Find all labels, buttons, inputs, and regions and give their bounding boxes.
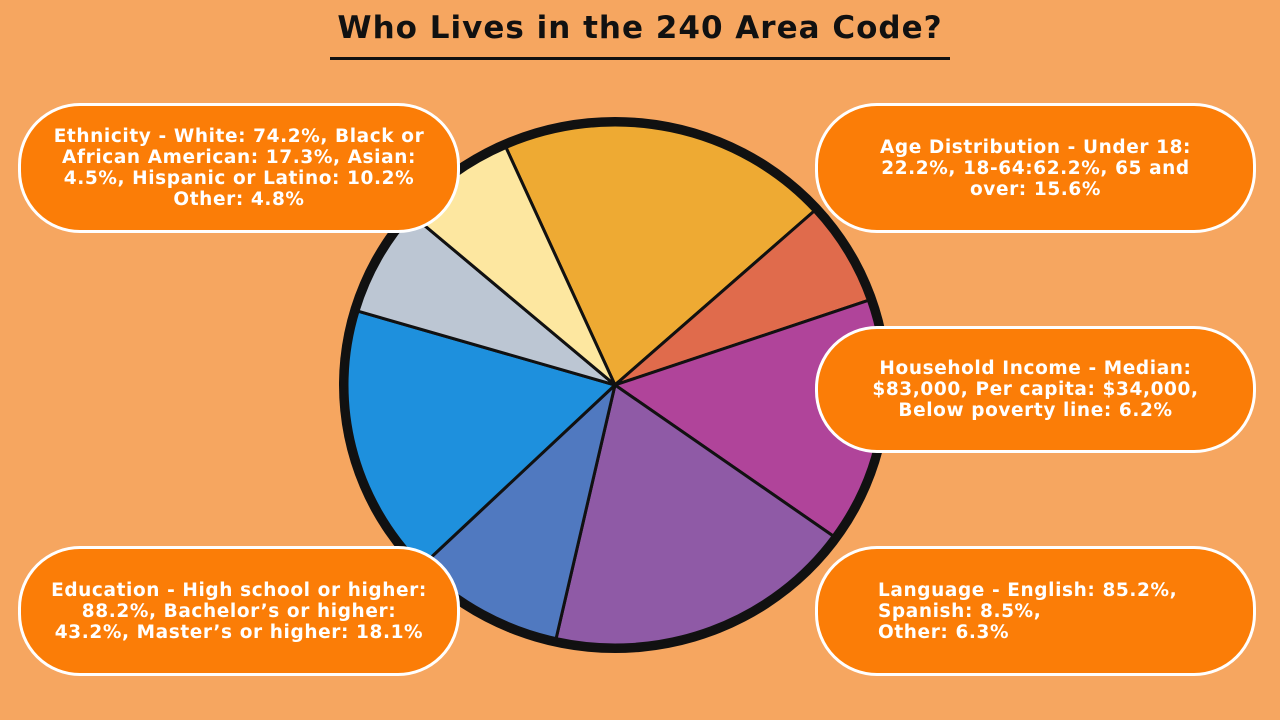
box-text-line: Below poverty line: 6.2% xyxy=(898,400,1173,421)
info-box: Ethnicity - White: 74.2%, Black or Africa… xyxy=(18,103,460,233)
box-text-line: Household Income - Median: xyxy=(879,358,1192,379)
box-text-line: Education - High school or higher: xyxy=(51,579,427,601)
box-text-line: 88.2%, Bachelor’s or higher: xyxy=(81,600,397,622)
info-box: Age Distribution - Under 18: 22.2%, 18-64… xyxy=(815,103,1256,233)
box-text-line: Other: 6.3% xyxy=(878,621,1010,643)
pie-wedge xyxy=(554,382,836,647)
box-text-line: Age Distribution - Under 18: xyxy=(879,136,1192,158)
box-text-line: Ethnicity - White: 74.2%, Black or xyxy=(53,126,425,147)
pie-wedge xyxy=(345,309,618,568)
box-text-line: Language - English: 85.2%, xyxy=(878,579,1178,601)
title-underline xyxy=(330,57,950,60)
pie-wedge xyxy=(503,123,817,388)
box-text-line: 43.2%, Master’s or higher: 18.1% xyxy=(54,621,424,643)
box-text-line: Other: 4.8% xyxy=(173,189,305,210)
box-text-line: African American: 17.3%, Asian: xyxy=(62,147,416,168)
info-box: Household Income - Median: $83,000, Per c… xyxy=(815,326,1256,453)
title: Who Lives in the 240 Area Code? xyxy=(337,10,943,46)
box-text-line: Spanish: 8.5%, xyxy=(878,600,1042,622)
info-box: Education - High school or higher: 88.2%,… xyxy=(18,546,460,676)
info-box: Language - English: 85.2%, Spanish: 8.5%,… xyxy=(815,546,1256,676)
box-text-line: over: 15.6% xyxy=(969,178,1102,200)
box-text-line: 22.2%, 18-64:62.2%, 65 and xyxy=(881,157,1190,179)
box-text-line: 4.5%, Hispanic or Latino: 10.2% xyxy=(63,168,415,189)
pie-wedges xyxy=(345,123,885,647)
box-text-line: $83,000, Per capita: $34,000, xyxy=(872,379,1199,400)
